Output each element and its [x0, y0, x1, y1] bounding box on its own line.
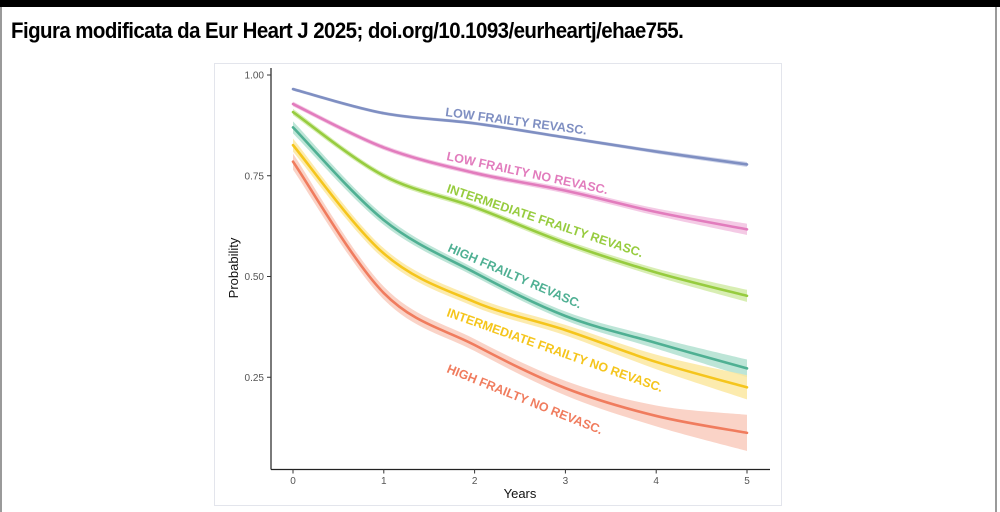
- figure-caption: Figura modificata da Eur Heart J 2025; d…: [11, 18, 684, 43]
- series-lines: [291, 87, 749, 435]
- x-tick-label: 1: [381, 476, 387, 487]
- x-tick-label: 4: [653, 476, 659, 487]
- page-frame: [0, 7, 997, 512]
- series-label-0: LOW FRAILTY REVASC.: [445, 105, 588, 137]
- series-line-3: [291, 126, 749, 370]
- series-line-5: [291, 160, 749, 435]
- series-line-4: [291, 143, 749, 389]
- x-axis-title: Years: [504, 486, 537, 501]
- series-line-1: [291, 102, 749, 231]
- x-ticks: 0 1 2 3 4 5: [290, 469, 750, 487]
- ci-band-3: [293, 121, 747, 378]
- series-label-2: INTERMEDIATE FRAILTY REVASC.: [445, 182, 645, 261]
- x-tick-label: 5: [744, 476, 750, 487]
- ci-band-4: [293, 138, 747, 400]
- x-tick-label: 0: [290, 476, 296, 487]
- ci-band-5: [293, 153, 747, 451]
- series-line-0: [291, 87, 749, 166]
- y-tick-label: 0.50: [245, 272, 265, 283]
- y-tick-label: 0.75: [245, 171, 265, 182]
- y-tick-label: 1.00: [245, 71, 265, 82]
- series-line-2: [291, 110, 749, 298]
- x-tick-label: 3: [563, 476, 569, 487]
- y-tick-label: 0.25: [245, 373, 265, 384]
- ci-band-2: [293, 108, 747, 302]
- y-ticks: 0.25 0.50 0.75 1.00: [245, 71, 271, 384]
- y-axis-title: Probability: [226, 237, 241, 298]
- top-bar: [0, 0, 1000, 7]
- x-tick-label: 2: [472, 476, 478, 487]
